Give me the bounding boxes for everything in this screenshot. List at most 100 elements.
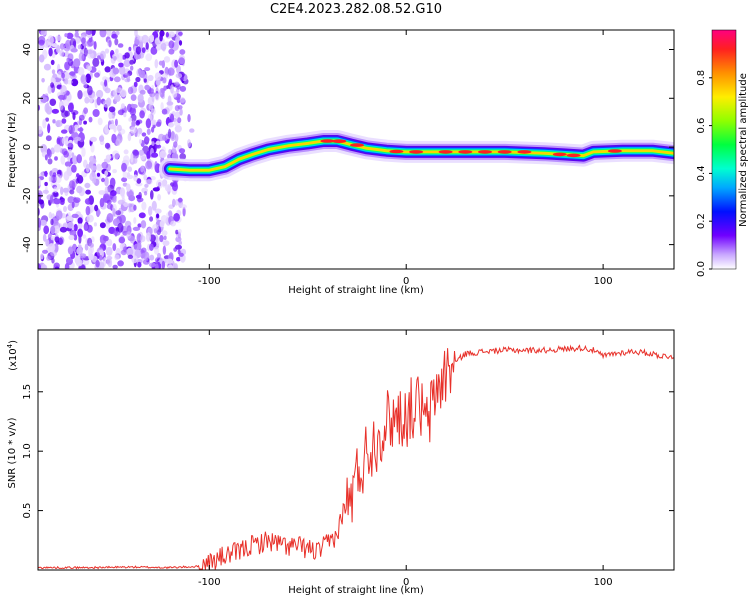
noise-blob xyxy=(85,163,90,173)
noise-blob xyxy=(131,104,138,109)
y-tick-label: 0.5 xyxy=(22,503,33,519)
noise-blob xyxy=(50,225,56,235)
noise-blob xyxy=(128,117,133,122)
ridge-peak xyxy=(566,153,581,158)
noise-blob xyxy=(148,205,153,216)
noise-blob xyxy=(133,157,138,164)
ridge-peak xyxy=(438,150,453,154)
noise-blob xyxy=(83,107,88,114)
noise-blob xyxy=(163,85,167,91)
noise-blob xyxy=(108,106,116,113)
noise-blob xyxy=(130,126,137,134)
noise-blob xyxy=(113,76,121,83)
noise-blob xyxy=(118,62,124,68)
colorbar-ticks: 0.0 0.2 0.4 0.6 0.8 xyxy=(696,70,712,277)
noise-blob xyxy=(106,258,111,266)
x-tick-label: 100 xyxy=(594,276,613,287)
noise-blob xyxy=(121,194,125,200)
noise-blob xyxy=(51,69,56,75)
noise-blob xyxy=(135,120,140,126)
noise-blob xyxy=(96,172,101,177)
noise-blob xyxy=(59,100,64,111)
noise-blob xyxy=(133,204,137,211)
noise-blob xyxy=(137,223,142,228)
noise-blob xyxy=(169,113,175,123)
noise-blob xyxy=(177,117,182,124)
noise-blob xyxy=(170,220,177,227)
noise-blob xyxy=(45,135,52,142)
noise-blob xyxy=(123,149,129,155)
noise-blob xyxy=(113,56,117,61)
noise-blob xyxy=(133,174,138,182)
noise-blob xyxy=(99,197,105,208)
noise-blob xyxy=(111,33,118,39)
noise-blob xyxy=(162,245,167,255)
noise-blob xyxy=(131,120,136,128)
noise-blob xyxy=(135,46,141,55)
x-tick-label: 100 xyxy=(594,577,613,588)
noise-blob xyxy=(104,48,110,54)
noise-blob xyxy=(61,118,67,124)
noise-blob xyxy=(173,213,181,222)
noise-blob xyxy=(39,219,47,226)
noise-blob xyxy=(140,165,145,173)
ridge-peak xyxy=(478,150,492,154)
noise-blob xyxy=(59,49,65,57)
noise-blob xyxy=(52,119,56,124)
noise-blob xyxy=(47,149,52,159)
noise-blob xyxy=(143,251,150,261)
noise-blob xyxy=(126,73,131,82)
y-tick-label: 40 xyxy=(22,43,33,56)
noise-blob xyxy=(151,93,155,103)
noise-blob xyxy=(104,186,109,194)
noise-blob xyxy=(81,37,86,44)
noise-blob xyxy=(126,231,132,239)
spectrogram-marks xyxy=(38,30,674,269)
noise-blob xyxy=(38,263,42,269)
noise-blob xyxy=(60,129,68,134)
noise-blob xyxy=(51,167,59,174)
noise-blob xyxy=(170,131,176,142)
noise-blob xyxy=(153,228,157,234)
noise-blob xyxy=(67,102,74,113)
noise-blob xyxy=(166,258,174,264)
noise-blob xyxy=(78,114,85,121)
noise-blob xyxy=(38,125,43,135)
noise-blob xyxy=(40,96,48,103)
noise-blob xyxy=(148,262,156,268)
noise-blob xyxy=(178,240,182,245)
noise-blob xyxy=(115,138,121,146)
noise-blob xyxy=(127,190,134,198)
spectrogram-ylabel: Frequency (Hz) xyxy=(7,112,18,188)
noise-blob xyxy=(102,99,111,108)
noise-blob xyxy=(127,254,134,259)
noise-blob xyxy=(154,59,159,69)
noise-blob xyxy=(134,39,140,45)
noise-blob xyxy=(114,38,119,46)
noise-blob xyxy=(67,142,74,148)
noise-blob xyxy=(62,187,69,193)
noise-blob xyxy=(105,154,112,160)
noise-blob xyxy=(50,59,55,66)
noise-blob xyxy=(112,67,120,75)
noise-blob xyxy=(179,85,187,92)
y-tick-label: 20 xyxy=(22,92,33,105)
ridge-peak xyxy=(409,150,424,154)
noise-blob xyxy=(127,86,134,95)
noise-blob xyxy=(92,57,100,67)
noise-blob xyxy=(162,240,170,247)
noise-blob xyxy=(130,153,134,163)
noise-blob xyxy=(47,35,54,46)
noise-blob xyxy=(144,183,149,188)
noise-blob xyxy=(55,173,62,184)
noise-blob xyxy=(84,243,89,251)
noise-blob xyxy=(104,79,108,87)
noise-blob xyxy=(142,259,150,265)
noise-blob xyxy=(84,198,92,205)
noise-blob xyxy=(114,254,120,261)
noise-blob xyxy=(116,124,122,132)
noise-blob xyxy=(165,184,172,192)
noise-blob xyxy=(177,197,183,203)
noise-blob xyxy=(50,82,55,88)
noise-blob xyxy=(62,223,69,228)
